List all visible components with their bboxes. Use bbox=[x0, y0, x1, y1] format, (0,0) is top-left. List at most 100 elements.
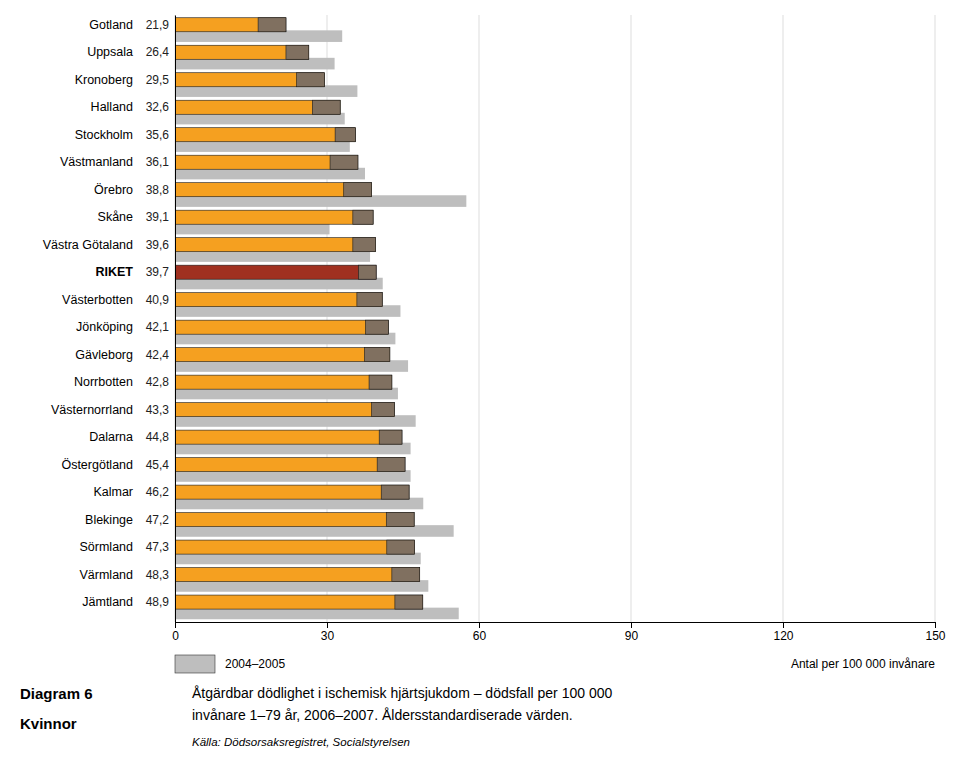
x-tick-mark bbox=[783, 622, 784, 628]
bar bbox=[175, 210, 373, 224]
x-tick-mark bbox=[631, 622, 632, 628]
legend: 2004–2005 bbox=[175, 655, 285, 673]
bar bbox=[175, 348, 390, 362]
bar bbox=[175, 403, 394, 417]
y-tick: Kronoberg bbox=[75, 73, 175, 87]
bar bbox=[175, 458, 405, 472]
bar-segment bbox=[392, 568, 420, 582]
bar-segment bbox=[358, 265, 376, 279]
bar-segment bbox=[369, 375, 392, 389]
bar-segment bbox=[312, 100, 340, 114]
bar bbox=[175, 128, 355, 142]
data-label: 42,1 bbox=[146, 320, 170, 334]
y-tick: Västra Götaland bbox=[43, 238, 175, 252]
data-label: 32,6 bbox=[146, 100, 170, 114]
x-tick: 60 bbox=[473, 622, 487, 643]
y-tick-label: Halland bbox=[91, 100, 133, 114]
plot: 0 30 60 90 120 150 Gotland Uppsala Kronoberg Hall… bbox=[43, 15, 946, 643]
x-tick-mark bbox=[327, 622, 328, 628]
bar-segment bbox=[372, 403, 395, 417]
data-label: 40,9 bbox=[146, 293, 170, 307]
y-tick: Värmland bbox=[80, 568, 176, 582]
x-tick-mark bbox=[479, 622, 480, 628]
y-tick: Uppsala bbox=[87, 45, 175, 59]
y-tick-label: Jönköping bbox=[76, 320, 133, 334]
y-tick-label: Blekinge bbox=[85, 513, 133, 527]
y-tick-label: Västmanland bbox=[60, 155, 133, 169]
bar bbox=[175, 568, 420, 582]
y-tick-label: Västernorrland bbox=[51, 403, 133, 417]
bar-segment bbox=[258, 18, 286, 32]
grid-line bbox=[175, 15, 176, 622]
y-tick: Gävleborg bbox=[75, 348, 175, 362]
x-tick-label: 30 bbox=[321, 629, 335, 643]
x-tick: 120 bbox=[773, 622, 793, 643]
y-tick-label: Gävleborg bbox=[75, 348, 133, 362]
title: Åtgärdbar dödlighet i ischemisk hjärtsju… bbox=[192, 685, 612, 701]
bar-segment bbox=[297, 73, 325, 87]
caption-label: Kvinnor bbox=[20, 715, 77, 732]
bar-segment bbox=[330, 155, 358, 169]
grid-line bbox=[935, 15, 936, 622]
x-tick-label: 0 bbox=[172, 629, 179, 643]
y-tick: Östergötland bbox=[61, 458, 175, 472]
x-tick-label: 60 bbox=[473, 629, 487, 643]
data-labels: 21,926,429,532,635,636,138,839,139,639,7… bbox=[146, 18, 170, 609]
x-axis-title: Antal per 100 000 invånare bbox=[791, 657, 935, 671]
data-label: 39,1 bbox=[146, 210, 170, 224]
x-axis: 0 30 60 90 120 150 bbox=[172, 622, 946, 643]
y-tick: RIKET bbox=[96, 265, 176, 279]
x-tick-mark bbox=[175, 622, 176, 628]
bar-segment bbox=[381, 485, 409, 499]
y-tick: Jämtland bbox=[82, 595, 175, 609]
y-tick-label: Värmland bbox=[80, 568, 134, 582]
y-tick-label: Kalmar bbox=[93, 485, 133, 499]
bar-segment bbox=[395, 595, 423, 609]
y-tick-label: Gotland bbox=[89, 18, 133, 32]
bar-segment bbox=[286, 45, 309, 59]
bar-segment bbox=[386, 513, 414, 527]
data-label: 42,4 bbox=[146, 348, 170, 362]
y-tick-label: Västerbotten bbox=[62, 293, 133, 307]
y-axis-line bbox=[175, 16, 176, 623]
y-tick-label: Sörmland bbox=[80, 540, 134, 554]
y-tick-label: Västra Götaland bbox=[43, 238, 133, 252]
y-axis: Gotland Uppsala Kronoberg Halland Stockholm V… bbox=[43, 16, 176, 623]
x-tick: 90 bbox=[625, 622, 639, 643]
data-label: 48,9 bbox=[146, 595, 170, 609]
bar bbox=[175, 238, 376, 252]
y-tick-label: Kronoberg bbox=[75, 73, 133, 87]
data-label: 42,8 bbox=[146, 375, 170, 389]
y-tick-label: Skåne bbox=[98, 210, 133, 224]
data-label: 44,8 bbox=[146, 430, 170, 444]
data-label: 43,3 bbox=[146, 403, 170, 417]
y-tick: Västernorrland bbox=[51, 403, 175, 417]
bar-segment bbox=[357, 293, 382, 307]
bar bbox=[175, 265, 376, 279]
y-tick: Stockholm bbox=[75, 128, 175, 142]
grid bbox=[175, 15, 935, 622]
x-tick: 30 bbox=[321, 622, 335, 643]
bar bbox=[175, 320, 388, 334]
data-label: 39,7 bbox=[146, 265, 170, 279]
grid-line bbox=[631, 15, 632, 622]
y-tick-label: RIKET bbox=[96, 265, 134, 279]
y-tick-label: Örebro bbox=[94, 183, 133, 197]
grid-line bbox=[479, 15, 480, 622]
bar-segment bbox=[344, 183, 372, 197]
data-label: 21,9 bbox=[146, 18, 170, 32]
bar bbox=[175, 73, 324, 87]
data-label: 39,6 bbox=[146, 238, 170, 252]
bars bbox=[175, 18, 466, 620]
bar-segment bbox=[387, 540, 415, 554]
legend-label: 2004–2005 bbox=[225, 657, 285, 671]
x-tick-label: 90 bbox=[625, 629, 639, 643]
bar-segment bbox=[377, 458, 405, 472]
x-tick: 0 bbox=[172, 622, 179, 643]
y-tick: Dalarna bbox=[89, 430, 175, 444]
bar-segment bbox=[366, 320, 389, 334]
bar bbox=[175, 513, 414, 527]
bar bbox=[175, 485, 409, 499]
x-tick-label: 150 bbox=[925, 629, 945, 643]
bar bbox=[175, 155, 358, 169]
